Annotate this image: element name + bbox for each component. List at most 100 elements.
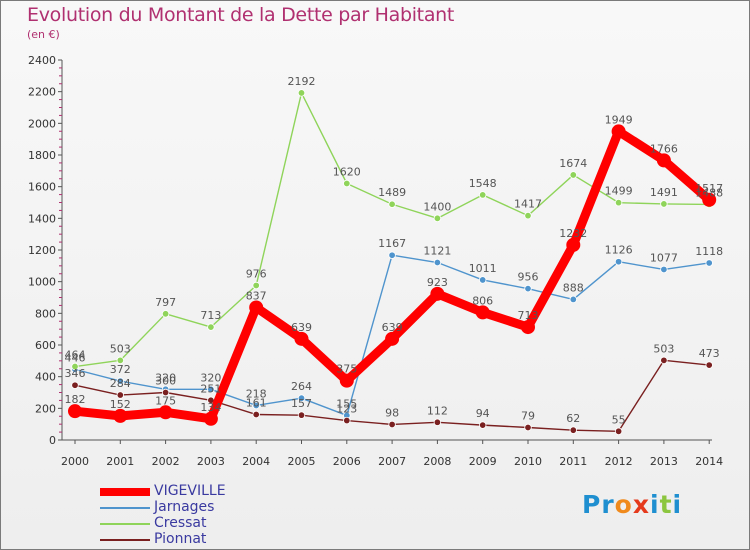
legend-label: Cressat [154, 515, 207, 531]
data-label-vigeville: 152 [110, 398, 131, 411]
x-tick-label: 2000 [61, 455, 89, 468]
data-label-vigeville: 923 [427, 276, 448, 289]
data-label-jarnages: 372 [110, 363, 131, 376]
logo-letter: r [601, 490, 615, 519]
data-point-vigeville [430, 286, 445, 301]
data-label-jarnages: 320 [155, 371, 176, 384]
data-point-vigeville [385, 331, 400, 346]
data-point-cressat [71, 362, 79, 371]
logo-letter: i [650, 490, 660, 519]
data-label-pionnat: 346 [65, 367, 86, 380]
data-label-vigeville: 1232 [559, 227, 587, 240]
data-point-jarnages [116, 377, 124, 385]
data-point-vigeville [249, 300, 264, 315]
data-point-pionnat [660, 356, 668, 365]
data-label-cressat: 1400 [423, 200, 451, 213]
data-label-vigeville: 1517 [695, 182, 723, 195]
data-point-jarnages [297, 394, 306, 402]
data-label-cressat: 1674 [559, 157, 587, 170]
data-point-jarnages [252, 401, 260, 410]
y-tick-label: 2000 [28, 117, 56, 130]
data-label-vigeville: 713 [518, 309, 539, 322]
data-label-cressat: 1488 [695, 186, 723, 199]
y-tick-label: 1800 [28, 149, 56, 162]
data-label-vigeville: 375 [336, 363, 357, 376]
data-point-jarnages [207, 385, 215, 394]
data-label-jarnages: 1011 [469, 262, 497, 275]
data-label-pionnat: 123 [336, 403, 357, 416]
data-point-jarnages [705, 259, 713, 267]
y-tick-label: 1400 [28, 212, 56, 225]
legend-swatch [100, 488, 150, 496]
y-tick-label: 800 [35, 307, 56, 320]
data-point-pionnat [705, 361, 713, 369]
data-point-cressat [388, 200, 396, 208]
data-label-cressat: 2192 [288, 75, 316, 88]
data-label-pionnat: 79 [521, 409, 535, 422]
x-tick-label: 2003 [197, 455, 225, 468]
x-tick-label: 2008 [423, 455, 451, 468]
legend-label: VIGEVILLE [154, 483, 226, 499]
data-label-jarnages: 264 [291, 380, 312, 393]
data-label-pionnat: 62 [566, 412, 580, 425]
data-label-pionnat: 94 [476, 407, 490, 420]
legend-label: Jarnages [154, 499, 215, 515]
data-label-pionnat: 98 [385, 406, 399, 419]
data-point-cressat [116, 356, 124, 365]
data-point-pionnat [343, 416, 351, 425]
x-tick-label: 2011 [559, 455, 587, 468]
data-label-pionnat: 284 [110, 377, 131, 390]
data-point-vigeville [158, 405, 173, 420]
data-label-pionnat: 300 [155, 375, 176, 388]
data-label-jarnages: 155 [336, 397, 357, 410]
data-point-jarnages [433, 258, 442, 267]
data-point-pionnat [524, 423, 532, 432]
data-label-jarnages: 446 [65, 351, 86, 364]
data-label-cressat: 503 [110, 342, 131, 355]
data-label-cressat: 1417 [514, 198, 542, 211]
data-label-vigeville: 134 [200, 401, 221, 414]
chart-subtitle: (en €) [27, 28, 60, 41]
data-point-jarnages [569, 295, 577, 304]
data-label-jarnages: 888 [563, 281, 584, 294]
data-label-vigeville: 837 [246, 289, 267, 302]
data-label-cressat: 1491 [650, 186, 678, 199]
data-point-vigeville [203, 411, 218, 426]
data-label-jarnages: 1077 [650, 251, 678, 264]
x-tick-label: 2004 [242, 455, 270, 468]
data-label-cressat: 713 [200, 309, 221, 322]
data-point-pionnat [479, 421, 487, 429]
data-point-pionnat [569, 426, 577, 434]
data-label-pionnat: 55 [612, 413, 626, 426]
data-label-cressat: 464 [65, 349, 86, 362]
data-label-jarnages: 1126 [605, 244, 633, 257]
x-tick-label: 2014 [695, 455, 723, 468]
data-label-vigeville: 175 [155, 394, 176, 407]
data-label-vigeville: 806 [472, 294, 493, 307]
y-tick-label: 1600 [28, 181, 56, 194]
y-tick-label: 200 [35, 402, 56, 415]
proxiti-logo: Proxiti [582, 490, 682, 519]
data-point-jarnages [388, 251, 396, 259]
legend-swatch [100, 539, 150, 541]
data-label-jarnages: 956 [518, 271, 539, 284]
legend-swatch [100, 507, 150, 509]
x-tick-label: 2007 [378, 455, 406, 468]
data-point-pionnat [297, 411, 306, 419]
data-label-vigeville: 1766 [650, 142, 678, 155]
data-point-vigeville [339, 373, 354, 388]
data-point-cressat [614, 198, 623, 207]
data-label-jarnages: 1118 [695, 245, 723, 258]
data-label-pionnat: 473 [699, 347, 720, 360]
logo-letter: P [582, 490, 602, 519]
data-point-pionnat [252, 410, 260, 419]
data-label-pionnat: 157 [291, 397, 312, 410]
y-tick-label: 600 [35, 339, 56, 352]
y-tick-label: 1000 [28, 276, 56, 289]
data-label-vigeville: 639 [382, 321, 403, 334]
data-point-cressat [569, 171, 577, 179]
data-label-jarnages: 1167 [378, 237, 406, 250]
x-tick-label: 2013 [650, 455, 678, 468]
x-tick-label: 2002 [152, 455, 180, 468]
